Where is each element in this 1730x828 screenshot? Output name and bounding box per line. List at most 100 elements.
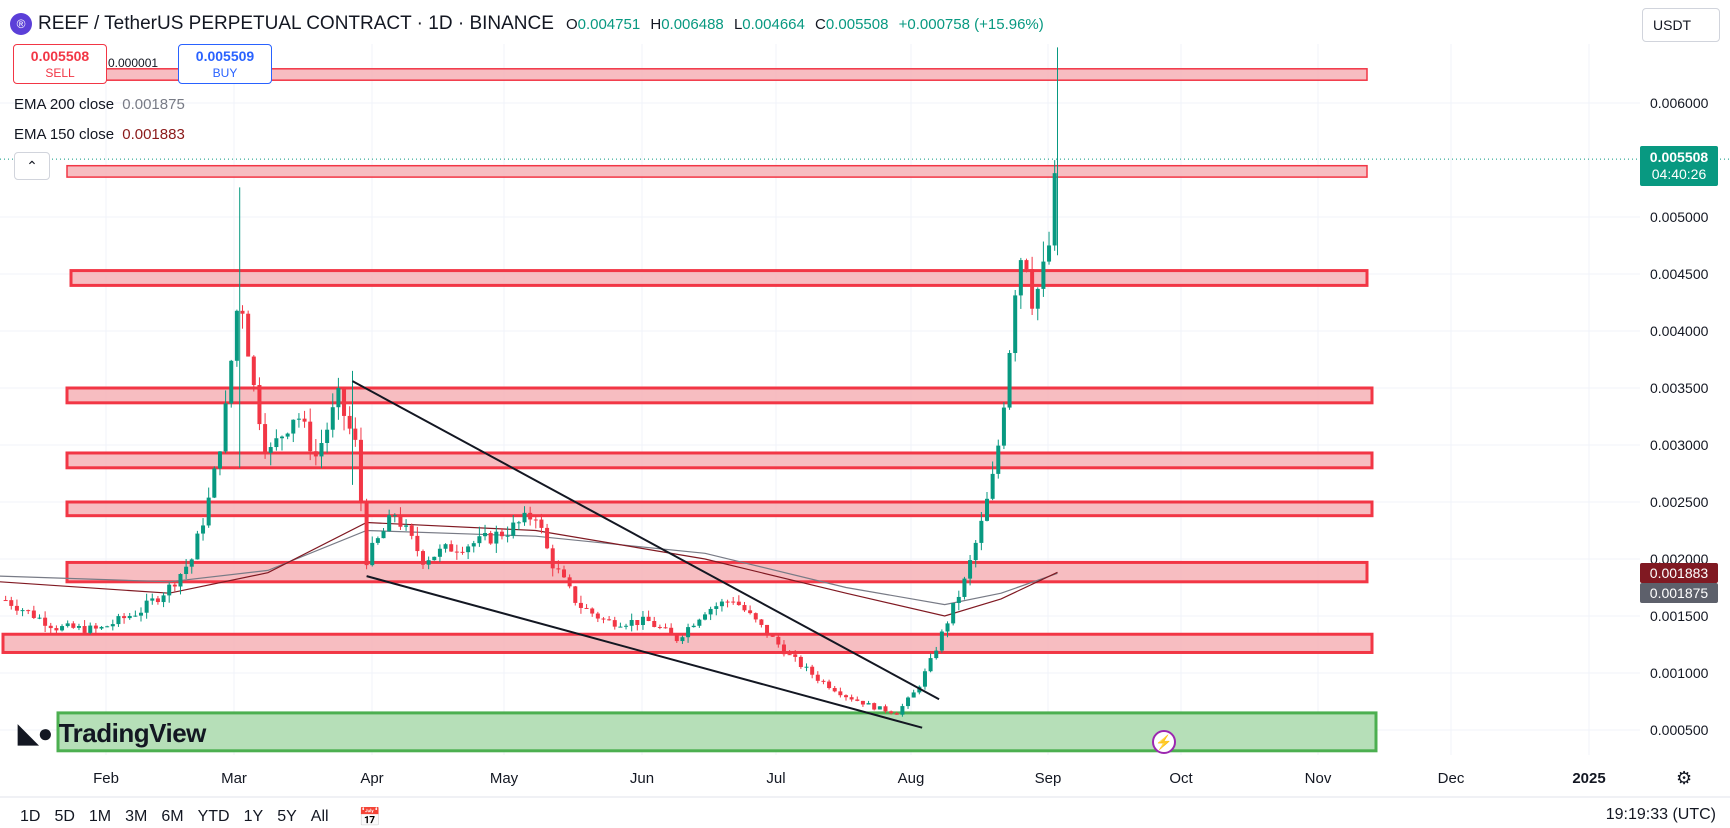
- candle-body: [296, 418, 301, 420]
- candle-body: [584, 607, 589, 609]
- candle-body: [268, 447, 273, 453]
- candle-body: [20, 610, 25, 612]
- candle-body: [934, 650, 939, 659]
- candle-body: [330, 407, 335, 430]
- ema-150-legend[interactable]: EMA 150 close 0.001883: [14, 126, 185, 143]
- candle-body: [347, 415, 352, 429]
- candle-body: [60, 626, 65, 631]
- candle-body: [906, 697, 911, 707]
- resistance-zone: [66, 164, 1368, 178]
- candle-body: [674, 633, 679, 642]
- candle-body: [883, 706, 888, 712]
- timeframe-5y[interactable]: 5Y: [277, 808, 297, 825]
- candle-body: [866, 703, 871, 705]
- candle-body: [71, 623, 76, 628]
- candle-body: [460, 551, 465, 553]
- calendar-icon[interactable]: 📅: [358, 806, 381, 827]
- timeframe-1y[interactable]: 1Y: [243, 808, 264, 825]
- candle-body: [759, 619, 764, 625]
- candle-body: [432, 556, 437, 561]
- collapse-legend-button[interactable]: ⌃: [14, 152, 50, 180]
- x-tick-label: Jul: [766, 770, 785, 787]
- candle-body: [844, 695, 848, 698]
- timeframe-3m[interactable]: 3M: [125, 808, 148, 825]
- candle-body: [815, 674, 820, 681]
- candle-body: [161, 595, 166, 603]
- candle-body: [624, 625, 629, 627]
- candle-body: [708, 608, 713, 615]
- candle-body: [381, 531, 386, 539]
- close-value: 0.005508: [825, 15, 889, 33]
- candle-body: [1024, 260, 1029, 270]
- candle-body: [257, 385, 262, 425]
- candle-body: [635, 620, 640, 626]
- candle-body: [65, 623, 70, 627]
- candle-body: [894, 713, 899, 715]
- ema-200-legend[interactable]: EMA 200 close 0.001875: [14, 96, 185, 113]
- candle-body: [979, 520, 984, 543]
- timeframe-1d[interactable]: 1D: [20, 808, 41, 825]
- settings-gear-icon[interactable]: ⚙: [1676, 768, 1693, 788]
- candle-body: [76, 626, 81, 628]
- ema-150-tag-value: 0.001883: [1649, 565, 1709, 581]
- utc-clock[interactable]: 19:19:33 (UTC): [1605, 806, 1716, 823]
- candle-body: [127, 615, 132, 619]
- high-label: H: [650, 15, 662, 33]
- buy-price: 0.005509: [195, 48, 255, 64]
- candle-body: [827, 681, 832, 689]
- y-tick-label: 0.003000: [1650, 437, 1709, 453]
- candle-body: [31, 610, 36, 618]
- candle-body: [832, 688, 837, 692]
- open-label: O: [565, 15, 578, 33]
- ema-150-label: EMA 150 close: [14, 126, 115, 143]
- timeframe-1m[interactable]: 1M: [88, 808, 112, 825]
- candle-body: [9, 600, 14, 606]
- lightning-icon[interactable]: ⚡: [1152, 730, 1176, 754]
- candle-body: [240, 310, 245, 314]
- candle-body: [421, 551, 425, 565]
- candle-body: [573, 586, 578, 603]
- timeframe-5d[interactable]: 5D: [54, 808, 75, 825]
- timeframe-6m[interactable]: 6M: [161, 808, 184, 825]
- candle-body: [37, 617, 42, 619]
- candle-body: [274, 438, 279, 448]
- sell-button[interactable]: 0.005508 SELL: [13, 44, 107, 84]
- sell-price: 0.005508: [30, 48, 90, 64]
- y-tick-label: 0.001500: [1650, 608, 1709, 624]
- candle-body: [765, 624, 770, 636]
- candle-body: [1035, 288, 1040, 309]
- candle-body: [629, 620, 634, 626]
- symbol-title[interactable]: REEF / TetherUS PERPETUAL CONTRACT · 1D …: [38, 13, 554, 34]
- candle-body: [212, 468, 217, 498]
- candle-body: [669, 627, 674, 634]
- buy-button[interactable]: 0.005509 BUY: [178, 44, 272, 84]
- currency-select[interactable]: USDT: [1642, 8, 1720, 42]
- candle-body: [900, 706, 905, 715]
- candle-body: [607, 619, 612, 621]
- candle-body: [928, 658, 933, 672]
- candle-body: [178, 574, 183, 587]
- candle-body: [116, 616, 121, 625]
- trendline: [352, 380, 940, 701]
- timeframe-all[interactable]: All: [310, 808, 329, 825]
- chevron-up-icon: ⌃: [26, 157, 38, 174]
- candle-body: [229, 360, 234, 404]
- last-price-value: 0.005508: [1649, 149, 1709, 165]
- candle-body: [804, 666, 809, 668]
- candle-body: [105, 626, 110, 628]
- timeframe-ytd[interactable]: YTD: [197, 808, 230, 825]
- candle-body: [88, 625, 93, 633]
- candle-body: [1041, 261, 1046, 289]
- candle-body: [956, 596, 961, 604]
- support-zone: [56, 711, 1378, 753]
- candle-body: [494, 531, 499, 544]
- candle-body: [280, 436, 284, 439]
- x-tick-label: Aug: [898, 770, 925, 787]
- candle-body: [511, 522, 516, 536]
- candle-body: [54, 628, 59, 631]
- x-tick-label: Sep: [1035, 770, 1062, 787]
- x-tick-label: Mar: [221, 770, 247, 787]
- candle-body: [686, 627, 691, 638]
- x-tick-label: 2025: [1572, 770, 1605, 787]
